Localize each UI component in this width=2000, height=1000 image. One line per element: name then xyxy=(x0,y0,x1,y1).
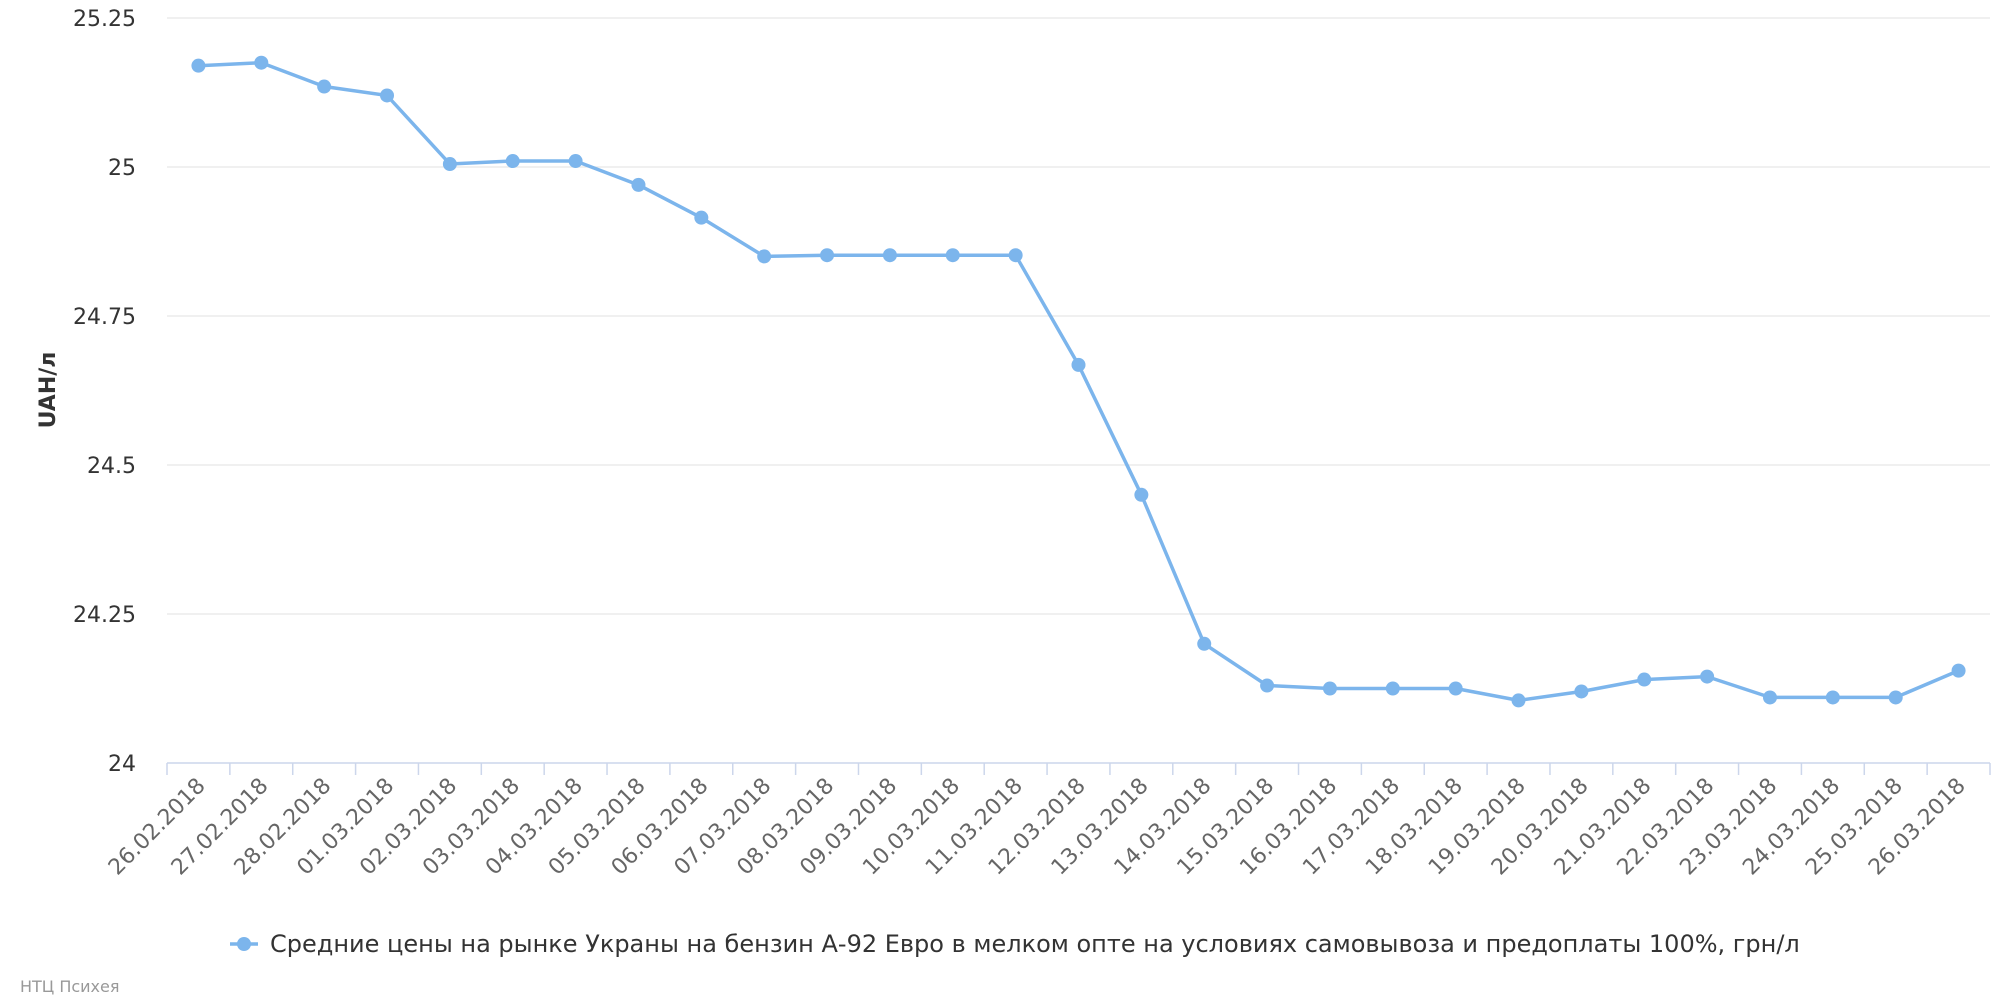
series-line xyxy=(196,60,1961,703)
legend-item-label: Средние цены на рынке Украны на бензин А… xyxy=(270,930,1800,958)
data-point[interactable] xyxy=(1008,248,1023,263)
data-point[interactable] xyxy=(380,88,395,103)
x-axis-ticks: 26.02.201827.02.201828.02.201801.03.2018… xyxy=(104,774,1971,881)
data-point[interactable] xyxy=(568,154,583,169)
data-point[interactable] xyxy=(945,248,960,263)
credits-text[interactable]: НТЦ Психея xyxy=(20,977,119,996)
data-point[interactable] xyxy=(505,154,520,169)
y-axis-ticks: 24 24.25 24.5 24.75 25 25.25 xyxy=(73,7,136,777)
data-point[interactable] xyxy=(317,79,332,94)
y-tick-label: 25 xyxy=(108,156,136,181)
data-point[interactable] xyxy=(1511,693,1526,708)
data-point[interactable] xyxy=(191,58,206,73)
data-point[interactable] xyxy=(1322,681,1337,696)
data-point[interactable] xyxy=(1197,636,1212,651)
y-tick-label: 24.75 xyxy=(73,305,136,330)
data-point[interactable] xyxy=(1071,357,1086,372)
data-point[interactable] xyxy=(1762,690,1777,705)
y-tick-label: 24.25 xyxy=(73,603,136,628)
y-tick-label: 24.5 xyxy=(87,454,136,479)
data-point[interactable] xyxy=(442,157,457,172)
legend-swatch-marker xyxy=(237,937,251,951)
data-point[interactable] xyxy=(254,55,269,70)
data-point[interactable] xyxy=(1888,690,1903,705)
data-point[interactable] xyxy=(820,248,835,263)
data-point[interactable] xyxy=(1448,681,1463,696)
y-axis-title: UAH/л xyxy=(36,352,61,429)
data-point[interactable] xyxy=(1574,684,1589,699)
data-point[interactable] xyxy=(1825,690,1840,705)
x-axis xyxy=(166,762,1991,775)
data-point[interactable] xyxy=(1951,663,1966,678)
y-tick-label: 25.25 xyxy=(73,7,136,32)
gridlines xyxy=(167,17,1990,615)
data-point[interactable] xyxy=(757,249,772,264)
legend[interactable]: Средние цены на рынке Украны на бензин А… xyxy=(230,930,1800,958)
series-0[interactable] xyxy=(191,55,1966,708)
data-point[interactable] xyxy=(694,210,709,225)
data-point[interactable] xyxy=(1385,681,1400,696)
y-tick-label: 24 xyxy=(108,752,136,777)
data-point[interactable] xyxy=(631,177,646,192)
data-point[interactable] xyxy=(1134,487,1149,502)
data-point[interactable] xyxy=(1637,672,1652,687)
data-point[interactable] xyxy=(882,248,897,263)
data-point[interactable] xyxy=(1260,678,1275,693)
data-point[interactable] xyxy=(1700,669,1715,684)
